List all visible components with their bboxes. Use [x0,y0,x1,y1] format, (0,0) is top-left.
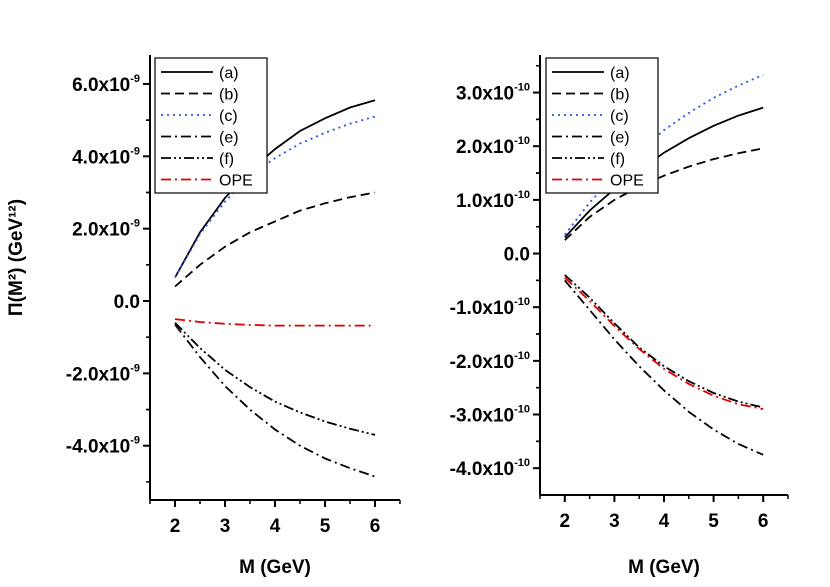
y-tick-label: 4.0x10-9 [72,145,140,168]
legend-box [545,57,659,194]
series-line-b [564,147,764,241]
series-line-OPE [174,318,375,327]
y-tick-label: -2.0x10-10 [450,350,530,373]
x-axis-title: M (GeV) [239,557,311,578]
y-tick-label: 3.0x10-10 [456,82,530,105]
x-axis-title: M (GeV) [628,557,700,578]
legend-label: (c) [610,108,629,125]
series-line-OPE [564,277,764,410]
legend-label: (a) [610,65,630,82]
series-line-e [174,323,376,478]
y-tick-label: -4.0x10-10 [450,457,530,480]
legend-label: (b) [219,87,239,104]
y-tick-label: -1.0x10-10 [450,296,530,319]
series-line-a [564,106,764,239]
panel-right: 2 3 4 5 6 -4.0x10-10 -3.0x10-10 -2.0x10-10 -1.0x… [450,55,789,578]
y-tick-label: 0.0 [504,245,530,266]
x-tick-label: 4 [659,511,670,532]
y-axis-title: Π(M²) (GeV¹²) [6,199,27,316]
panel-left: 2 3 4 5 6 -4.0x10-9 -2.0x10-9 0.0 2.0x10-9 4.0x10… [6,55,401,578]
y-tick-label: 2.0x10-9 [72,218,140,241]
legend-label: (c) [219,108,238,125]
y-tick-label: 1.0x10-10 [456,189,530,212]
y-tick-label: 2.0x10-10 [456,135,530,158]
series-line-a [174,99,376,278]
series-line-f [174,322,376,436]
x-tick-label: 4 [270,516,281,537]
x-tick-label: 2 [170,516,181,537]
series-line-e [564,279,764,456]
y-tick-label: -4.0x10-9 [66,435,140,458]
y-tick-label: 6.0x10-9 [72,73,140,96]
x-tick-label: 5 [708,511,719,532]
series-line-f [564,274,764,409]
series-line-c [564,74,764,236]
legend-label: OPE [219,173,253,190]
series-line-c [174,115,376,278]
x-tick-label: 3 [609,511,620,532]
legend-label: (e) [219,130,239,147]
legend-label: (f) [610,151,625,168]
legend-box [154,57,268,194]
y-tick-label: 0.0 [114,292,140,313]
x-tick-label: 6 [370,516,381,537]
x-tick-label: 2 [560,511,571,532]
series-line-b [174,191,376,288]
x-tick-label: 5 [320,516,331,537]
legend-label: (e) [610,130,630,147]
x-tick-label: 6 [758,511,769,532]
x-tick-label: 3 [220,516,231,537]
legend-label: (b) [610,87,630,104]
legend-label: (a) [219,65,239,82]
legend-label: (f) [219,151,234,168]
y-tick-label: -3.0x10-10 [450,404,530,427]
y-tick-label: -2.0x10-9 [66,362,140,385]
legend-label: OPE [610,173,644,190]
